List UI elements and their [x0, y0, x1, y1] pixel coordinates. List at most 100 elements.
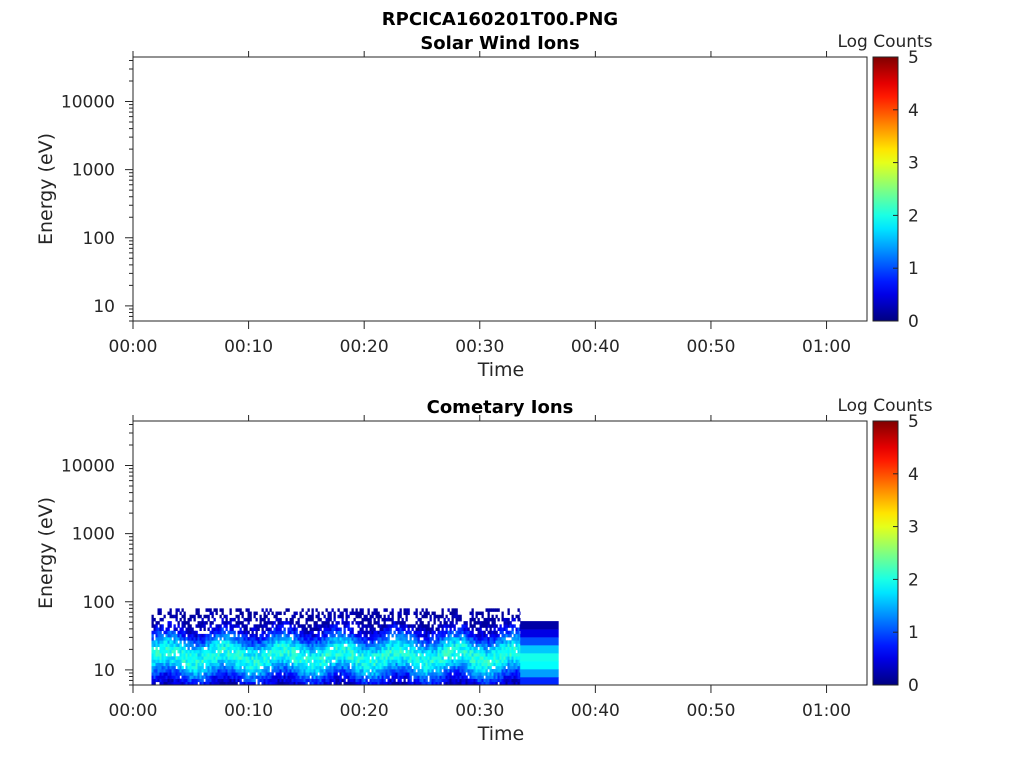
spectrogram-cell — [477, 649, 480, 654]
spectrogram-cell — [225, 672, 228, 676]
spectrogram-cell — [345, 640, 348, 644]
spectrogram-cell — [359, 608, 362, 612]
spectrogram-cell — [389, 653, 392, 657]
spectrogram-cell — [507, 672, 510, 676]
spectrogram-cell — [223, 624, 226, 628]
spectrogram-cell — [501, 646, 504, 651]
spectrogram-cell — [297, 662, 300, 667]
spectrogram-cell — [385, 624, 388, 628]
spectrogram-cell — [229, 665, 232, 670]
spectrogram-cell — [197, 662, 200, 667]
spectrogram-cell — [203, 649, 206, 654]
spectrogram-cell — [289, 678, 292, 683]
spectrogram-cell — [353, 656, 356, 660]
spectrogram-cell — [213, 646, 216, 651]
spectrogram-cell — [509, 633, 512, 638]
spectrogram-cell — [339, 669, 342, 673]
spectrogram-cell — [489, 624, 492, 628]
spectrogram-cell — [293, 637, 296, 641]
spectrogram-cell — [223, 675, 226, 679]
spectrogram-cell — [517, 681, 520, 686]
spectrogram-cell — [197, 659, 200, 663]
spectrogram-cell — [465, 640, 468, 644]
spectrogram-cell — [445, 627, 448, 632]
spectrogram-cell — [315, 627, 318, 632]
spectrogram-cell — [201, 633, 204, 638]
spectrogram-cell — [305, 669, 308, 673]
spectrogram-cell — [397, 614, 400, 619]
spectrogram-cell — [161, 627, 164, 632]
spectrogram-cell — [397, 672, 400, 676]
spectrogram-cell — [199, 649, 202, 654]
spectrogram-cell — [185, 637, 188, 641]
spectrogram-cell — [355, 678, 358, 683]
spectrogram-cell — [317, 665, 320, 670]
spectrogram-cell — [239, 662, 242, 667]
spectrogram-cell — [519, 669, 521, 673]
spectrogram-cell — [213, 617, 216, 622]
spectrogram-cell — [373, 646, 376, 651]
spectrogram-cell — [509, 630, 512, 635]
spectrogram-cell — [303, 669, 306, 673]
spectrogram-cell — [449, 653, 452, 657]
spectrogram-cell — [183, 675, 186, 679]
spectrogram-cell — [173, 665, 176, 670]
spectrogram-cell — [209, 633, 212, 638]
spectrogram-cell — [265, 662, 268, 667]
spectrogram-cell — [377, 646, 380, 651]
spectrogram-cell — [315, 624, 318, 628]
spectrogram-cell — [313, 649, 316, 654]
spectrogram-cell — [375, 630, 378, 635]
spectrogram-cell — [403, 656, 406, 660]
spectrogram-cell — [363, 672, 366, 676]
spectrogram-cell — [483, 662, 486, 667]
spectrogram-cell — [223, 614, 226, 619]
spectrogram-cell — [455, 659, 458, 663]
spectrogram-cell — [171, 669, 174, 673]
spectrogram-cell — [363, 630, 366, 635]
spectrogram-cell — [249, 617, 252, 622]
spectrogram-cell — [491, 633, 494, 638]
spectrogram-cell — [225, 624, 228, 628]
spectrogram-cell — [255, 633, 258, 638]
spectrogram-cell — [519, 611, 521, 616]
spectrogram-cell — [285, 681, 288, 686]
spectrogram-cell — [175, 643, 178, 647]
spectrogram-cell — [369, 665, 372, 670]
spectrogram-cell — [349, 653, 352, 657]
spectrogram-cell — [485, 649, 488, 654]
spectrogram-cell — [197, 649, 200, 654]
spectrogram-cell — [159, 665, 162, 670]
spectrogram-cell — [349, 611, 352, 616]
spectrogram-cell — [151, 669, 154, 673]
spectrogram-cell — [443, 624, 446, 628]
spectrogram-cell — [279, 675, 282, 679]
spectrogram-cell — [153, 656, 156, 660]
spectrogram-cell — [363, 656, 366, 660]
spectrogram-cell — [321, 656, 324, 660]
spectrogram-cell — [315, 672, 318, 676]
spectrogram-cell — [407, 653, 410, 657]
spectrogram-cell — [199, 633, 202, 638]
spectrogram-cell — [303, 665, 306, 670]
spectrogram-cell — [423, 640, 426, 644]
spectrogram-cell — [485, 640, 488, 644]
spectrogram-cell — [161, 653, 164, 657]
spectrogram-cell — [309, 633, 312, 638]
spectrogram-cell — [475, 637, 478, 641]
spectrogram-cell — [179, 630, 182, 635]
spectrogram-cell — [269, 621, 272, 625]
spectrogram-cell — [207, 649, 210, 654]
spectrogram-cell — [189, 659, 192, 663]
spectrogram-cell — [333, 646, 336, 651]
spectrogram-cell — [153, 627, 156, 632]
y-tick-label: 1000 — [72, 525, 115, 545]
spectrogram-cell — [247, 659, 250, 663]
spectrogram-cell — [501, 627, 504, 632]
spectrogram-cell — [193, 630, 196, 635]
spectrogram-cell — [393, 656, 396, 660]
spectrogram-cell — [479, 611, 482, 616]
spectrogram-cell — [161, 633, 164, 638]
spectrogram-cell — [371, 646, 374, 651]
spectrogram-cell — [283, 640, 286, 644]
